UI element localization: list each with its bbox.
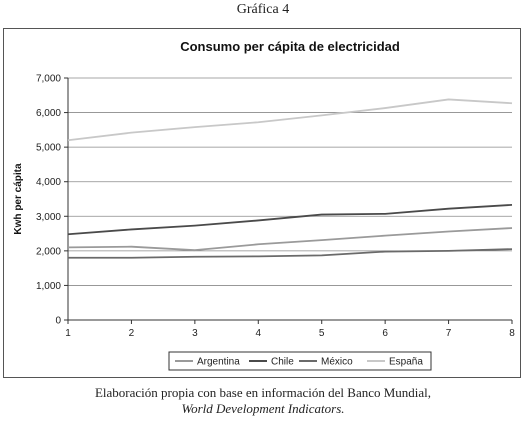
caption-line-2: World Development Indicators.: [181, 401, 345, 416]
legend-label-chile: Chile: [271, 357, 294, 368]
y-tick-label: 4,000: [36, 177, 61, 188]
legend-label-españa: España: [389, 357, 423, 368]
line-chart: Consumo per cápita de electricidad 0 1,000…: [13, 39, 515, 371]
y-tick-label: 0: [55, 316, 61, 327]
source-caption: Elaboración propia con base en informaci…: [0, 385, 526, 417]
chart-title: Consumo per cápita de electricidad: [180, 39, 400, 54]
y-tick-label: 3,000: [36, 212, 61, 223]
x-tick-label: 5: [319, 328, 325, 339]
x-tick-label: 6: [382, 328, 388, 339]
y-tick-label: 2,000: [36, 246, 61, 257]
x-tick-label: 2: [129, 328, 135, 339]
y-tick-label: 6,000: [36, 108, 61, 119]
x-tick-label: 8: [509, 328, 515, 339]
y-axis-label: Kwh per cápita: [13, 163, 24, 235]
x-tick-label: 3: [192, 328, 198, 339]
y-tick-label: 5,000: [36, 143, 61, 154]
series-line-chile: [67, 203, 513, 236]
x-tick-label: 4: [256, 328, 262, 339]
series-line-méxico: [68, 248, 513, 259]
legend-label-méxico: México: [321, 357, 353, 368]
series-line-argentina: [67, 227, 513, 252]
y-tick-label: 1,000: [36, 281, 61, 292]
series-line-españa: [67, 98, 513, 142]
x-tick-label: 7: [446, 328, 452, 339]
y-tick-label: 7,000: [36, 74, 61, 85]
x-tick-label: 1: [65, 328, 71, 339]
legend-label-argentina: Argentina: [197, 357, 240, 368]
caption-line-1: Elaboración propia con base en informaci…: [94, 385, 432, 400]
figure-label: Gráfica 4: [236, 2, 290, 17]
chart-frame: Consumo per cápita de electricidad 0 1,000…: [3, 28, 521, 378]
